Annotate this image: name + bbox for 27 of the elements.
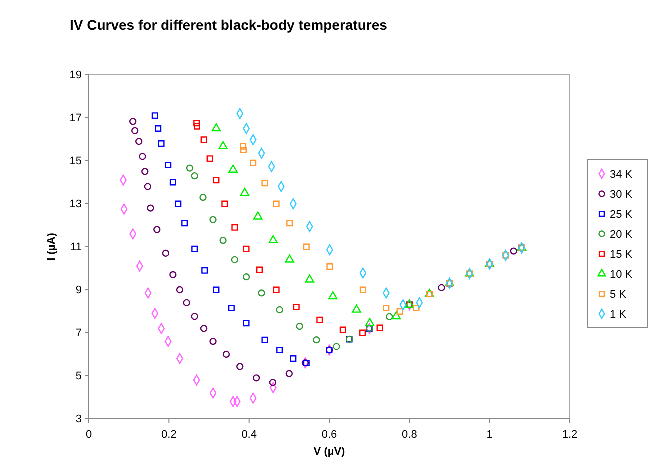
y-tick-label: 9 bbox=[76, 284, 82, 297]
y-tick-label: 11 bbox=[70, 242, 82, 254]
legend-label: 20 K bbox=[610, 229, 634, 241]
y-tick-label: 5 bbox=[76, 370, 82, 383]
x-tick-label: 1.2 bbox=[562, 429, 578, 442]
x-tick-label: 0.6 bbox=[322, 429, 338, 442]
x-axis-title: V (µV) bbox=[314, 446, 346, 458]
legend-label: 10 K bbox=[610, 269, 634, 281]
legend-label: 15 K bbox=[610, 249, 634, 261]
x-tick-label: 0 bbox=[86, 429, 92, 442]
y-tick-label: 19 bbox=[70, 70, 82, 82]
y-tick-label: 13 bbox=[70, 198, 82, 211]
legend-label: 5 K bbox=[610, 289, 628, 301]
y-axis-title: I (µA) bbox=[46, 232, 58, 261]
x-tick-label: 0.4 bbox=[242, 429, 257, 442]
y-tick-label: 7 bbox=[76, 328, 82, 340]
legend-label: 30 K bbox=[610, 189, 634, 201]
chart-title: IV Curves for different black-body temperatures bbox=[70, 17, 388, 33]
x-tick-label: 0.2 bbox=[162, 429, 177, 442]
y-tick-label: 15 bbox=[70, 156, 82, 168]
legend-label: 25 K bbox=[610, 209, 634, 221]
x-tick-label: 1 bbox=[486, 429, 493, 442]
y-tick-label: 17 bbox=[70, 112, 82, 125]
legend-label: 34 K bbox=[610, 169, 634, 181]
y-tick-label: 3 bbox=[76, 414, 82, 426]
x-tick-label: 0.8 bbox=[402, 429, 418, 442]
legend-label: 1 K bbox=[610, 309, 628, 321]
